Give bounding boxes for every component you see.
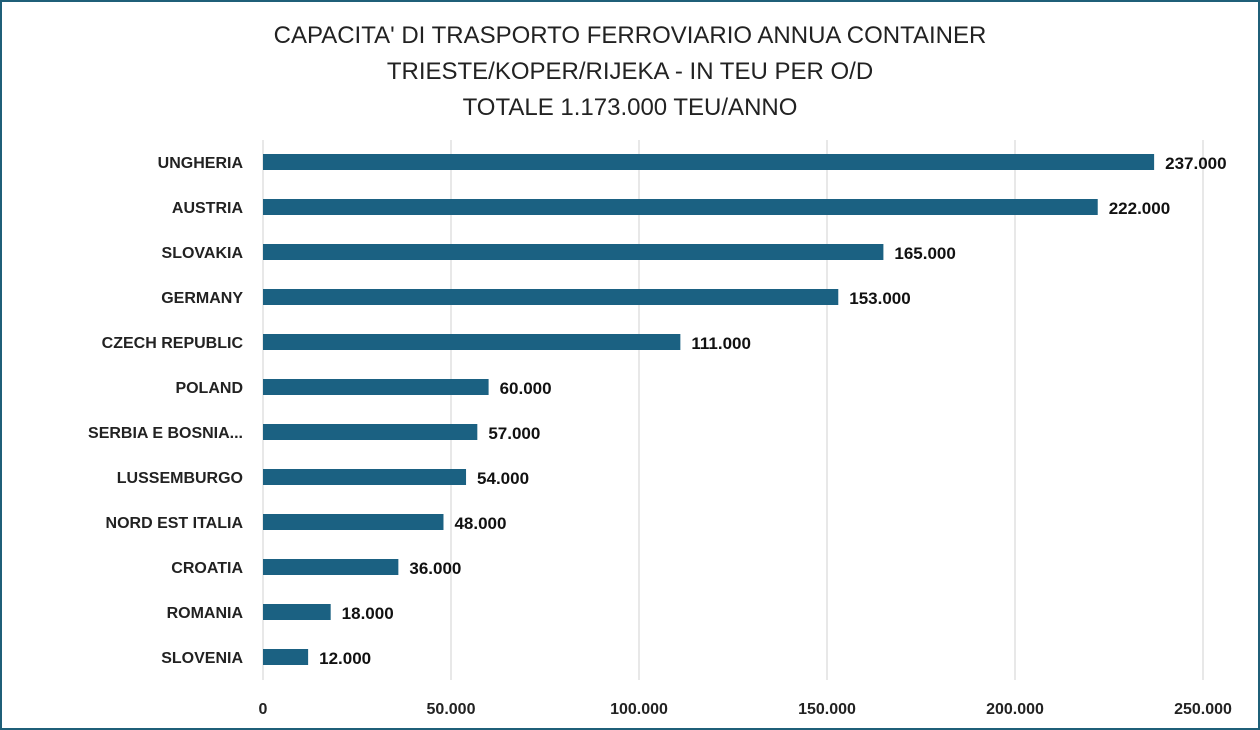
category-label: SERBIA E BOSNIA... <box>88 425 243 442</box>
bar <box>263 244 884 260</box>
bar <box>263 604 331 620</box>
category-label: SLOVAKIA <box>162 245 244 262</box>
bar <box>263 154 1155 170</box>
bar <box>263 289 839 305</box>
category-label: ROMANIA <box>167 605 244 622</box>
data-label: 54.000 <box>477 469 529 488</box>
data-label: 237.000 <box>1165 154 1226 173</box>
bar <box>263 199 1098 215</box>
data-label: 36.000 <box>409 559 461 578</box>
data-label: 48.000 <box>454 514 506 533</box>
category-label: CZECH REPUBLIC <box>102 335 244 352</box>
bar <box>263 559 399 575</box>
category-label: UNGHERIA <box>158 155 244 172</box>
category-label: SLOVENIA <box>161 650 243 667</box>
data-label: 222.000 <box>1109 199 1170 218</box>
chart-title-line-1: CAPACITA' DI TRASPORTO FERROVIARIO ANNUA… <box>273 22 987 49</box>
x-tick-label: 0 <box>259 701 268 718</box>
data-label: 153.000 <box>849 289 910 308</box>
data-label: 57.000 <box>488 424 540 443</box>
data-label: 60.000 <box>500 379 552 398</box>
data-label: 18.000 <box>342 604 394 623</box>
category-label: NORD EST ITALIA <box>106 515 244 532</box>
x-tick-label: 150.000 <box>798 701 856 718</box>
bar <box>263 649 309 665</box>
x-tick-label: 50.000 <box>427 701 476 718</box>
data-label: 165.000 <box>894 244 955 263</box>
data-label: 111.000 <box>691 334 751 353</box>
data-label: 12.000 <box>319 649 371 668</box>
bar <box>263 514 444 530</box>
x-tick-label: 250.000 <box>1174 701 1232 718</box>
chart-title: CAPACITA' DI TRASPORTO FERROVIARIO ANNUA… <box>0 18 1260 126</box>
bar <box>263 379 489 395</box>
category-label: CROATIA <box>171 560 243 577</box>
category-label: GERMANY <box>161 290 243 307</box>
x-tick-label: 100.000 <box>610 701 668 718</box>
category-label: POLAND <box>175 380 243 397</box>
bar <box>263 469 467 485</box>
bar <box>263 334 681 350</box>
x-tick-label: 200.000 <box>986 701 1044 718</box>
chart-title-line-2: TRIESTE/KOPER/RIJEKA - IN TEU PER O/D <box>386 58 874 85</box>
category-label: LUSSEMBURGO <box>117 470 243 487</box>
chart-title-line-3: TOTALE 1.173.000 TEU/ANNO <box>462 94 798 121</box>
bar <box>263 424 478 440</box>
category-label: AUSTRIA <box>172 200 244 217</box>
